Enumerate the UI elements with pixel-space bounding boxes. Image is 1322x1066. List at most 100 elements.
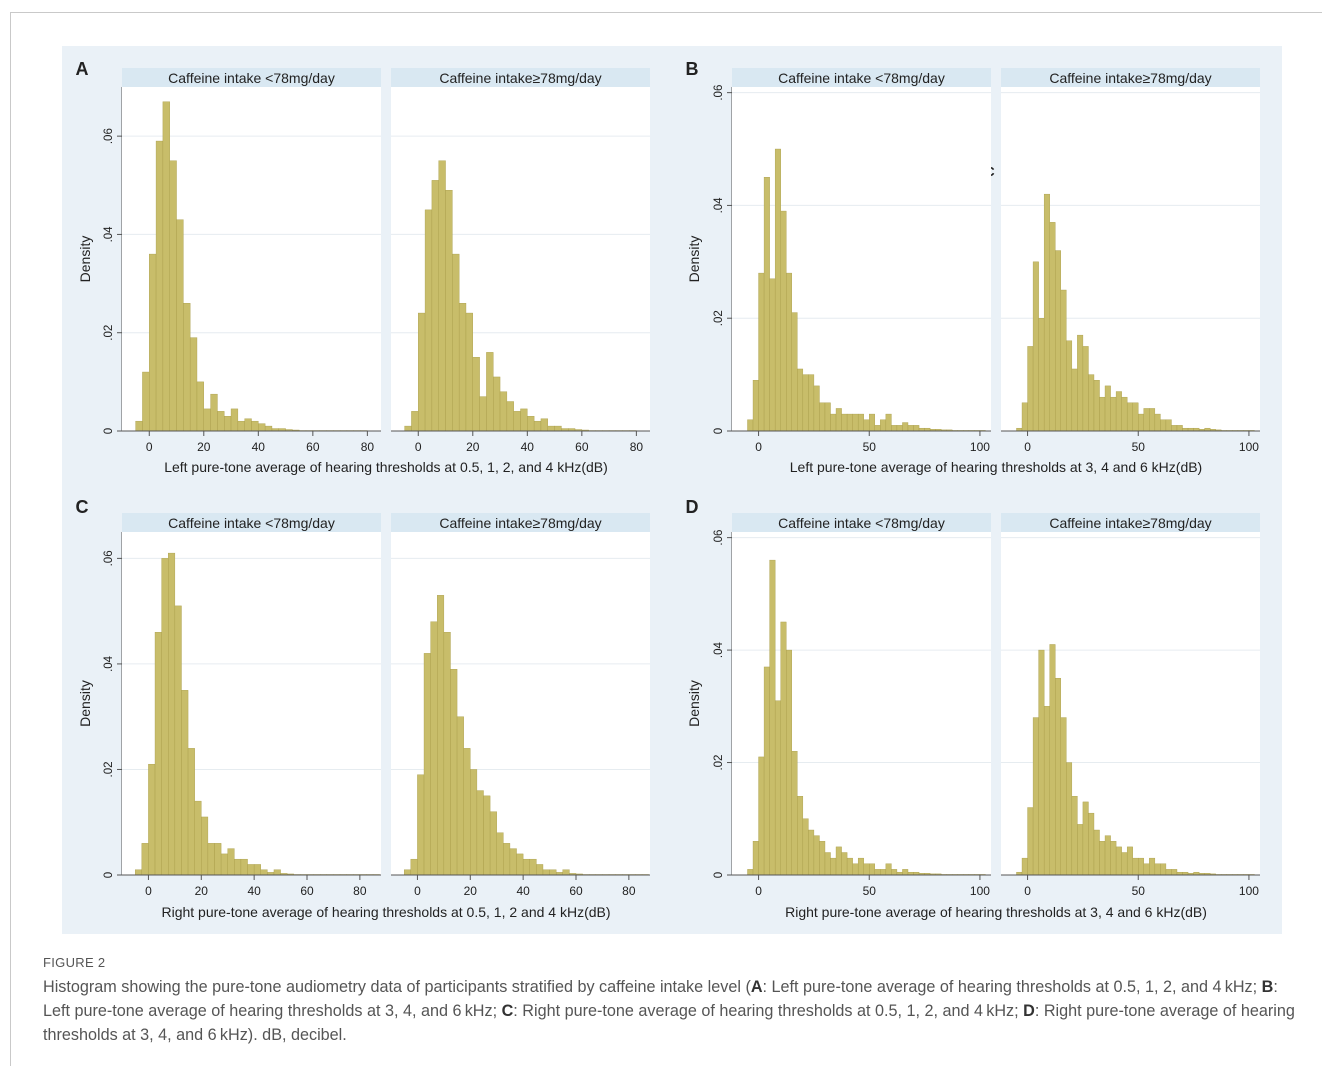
- histogram-bar: [852, 413, 859, 432]
- histogram-bar: [907, 425, 914, 432]
- x-axis-label: Right pure-tone average of hearing thres…: [161, 904, 610, 920]
- histogram-bar: [869, 413, 875, 432]
- histogram-bar: [902, 422, 909, 432]
- histogram-bar: [187, 748, 195, 876]
- histogram-bar: [763, 666, 770, 876]
- histogram-bar: [1093, 829, 1100, 876]
- histogram-bar: [1038, 318, 1045, 432]
- histogram-bar: [470, 769, 478, 876]
- histogram-bar: [499, 391, 508, 432]
- histogram-bar: [846, 413, 853, 432]
- histogram-bar: [1110, 396, 1117, 432]
- histogram-bar: [1082, 801, 1089, 876]
- histogram-bar: [791, 751, 798, 876]
- histogram-bar: [169, 160, 177, 432]
- histogram-bar: [1149, 408, 1156, 432]
- histogram-bar: [758, 272, 765, 432]
- x-tick-label: 100: [970, 440, 990, 454]
- histogram-bar: [1082, 346, 1089, 432]
- figure-chart: A 0 .02 .04 .06 Density Caffeine intake <78mg/…: [76, 59, 1260, 920]
- histogram-bar: [863, 863, 870, 876]
- panel-letter: B: [686, 59, 699, 79]
- histogram-bar: [513, 411, 521, 432]
- histogram-bar: [214, 843, 222, 876]
- histogram-bar: [819, 841, 826, 876]
- caption-text: Histogram showing the pure-tone audiomet…: [43, 978, 751, 996]
- x-tick-label: 20: [464, 884, 478, 898]
- caption-panel-letter: B: [1261, 978, 1274, 996]
- histogram-bar: [247, 864, 255, 876]
- histogram-bar: [1138, 413, 1144, 432]
- histogram-bar: [220, 853, 228, 876]
- x-tick-label: 0: [145, 884, 152, 898]
- histogram-bar: [258, 423, 266, 432]
- x-tick-label: 0: [146, 440, 153, 454]
- histogram-bar: [1126, 846, 1133, 876]
- histogram-bar: [527, 416, 535, 432]
- caption-panel-letter: C: [501, 1002, 514, 1020]
- x-tick-label: 60: [306, 440, 320, 454]
- caption-panel-letter: A: [750, 978, 763, 996]
- histogram-bar: [486, 352, 494, 432]
- histogram-bar: [1043, 193, 1050, 432]
- histogram-bar: [1088, 374, 1095, 432]
- histogram-bar: [1077, 334, 1084, 432]
- histogram-bar: [533, 420, 542, 432]
- histogram-bar: [135, 420, 143, 432]
- histogram-bar: [154, 632, 162, 876]
- histogram-bar: [260, 869, 268, 876]
- histogram-bar: [1165, 419, 1172, 432]
- histogram-bar: [411, 411, 419, 432]
- histogram-bar: [503, 843, 511, 876]
- y-axis-label: Density: [77, 236, 93, 283]
- histogram-bar: [891, 425, 898, 432]
- histogram-bar: [273, 869, 281, 876]
- histogram-bar: [841, 413, 848, 432]
- histogram-bar: [168, 552, 176, 876]
- histogram-bar: [452, 253, 460, 432]
- histogram-bar: [1093, 380, 1100, 432]
- histogram-bar: [253, 864, 261, 876]
- histogram-bar: [1110, 841, 1117, 876]
- histogram-bar: [423, 653, 431, 876]
- caption-text: : Right pure-tone average of hearing thr…: [513, 1002, 1024, 1020]
- y-tick-label: 0: [103, 428, 115, 434]
- y-axis-label: Density: [686, 680, 702, 727]
- histogram-bar: [176, 219, 184, 432]
- y-tick-label: .02: [713, 310, 725, 326]
- histogram-bar: [1038, 649, 1045, 876]
- histogram-bar: [1149, 857, 1156, 876]
- histogram-bar: [752, 380, 759, 432]
- histogram-bar: [869, 863, 875, 876]
- histogram-bar: [196, 381, 204, 432]
- panel-letter: A: [76, 59, 89, 79]
- histogram-bar: [149, 253, 157, 432]
- x-tick-label: 0: [414, 884, 421, 898]
- histogram-bar: [237, 420, 245, 432]
- facet-title: Caffeine intake <78mg/day: [168, 70, 335, 86]
- histogram-bar: [522, 858, 530, 876]
- histogram-bar: [234, 858, 242, 876]
- histogram-bar: [135, 869, 143, 876]
- histogram-bar: [251, 420, 259, 432]
- frame-left-rule: [10, 12, 11, 1066]
- histogram-bar: [830, 413, 837, 432]
- histogram-bar: [194, 800, 202, 876]
- histogram-bar: [1088, 812, 1095, 876]
- histogram-bar: [1032, 717, 1039, 876]
- histogram-bar: [1126, 402, 1133, 432]
- histogram-bar: [1055, 250, 1061, 432]
- histogram-bar: [1115, 846, 1122, 876]
- histogram-bar: [465, 312, 473, 432]
- histogram-bar: [476, 790, 484, 876]
- y-axis-label: Density: [686, 236, 702, 283]
- x-tick-label: 20: [195, 884, 209, 898]
- histogram-bar: [1171, 425, 1178, 432]
- histogram-bar: [207, 843, 215, 876]
- x-tick-label: 80: [353, 884, 367, 898]
- caption-text: : Left pure-tone average of hearing thre…: [762, 978, 1262, 996]
- histogram-bar: [747, 419, 754, 432]
- histogram-bar: [802, 374, 809, 432]
- histogram-bar: [1049, 222, 1056, 432]
- histogram-bar: [808, 374, 815, 432]
